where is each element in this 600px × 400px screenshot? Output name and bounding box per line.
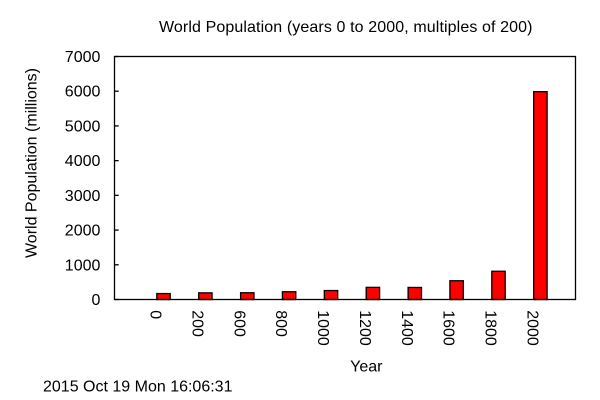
svg-text:1400: 1400 [398,310,415,346]
svg-text:4000: 4000 [65,153,101,170]
svg-text:200: 200 [189,310,206,337]
svg-text:800: 800 [272,310,289,337]
svg-text:1200: 1200 [356,310,373,346]
svg-text:6000: 6000 [65,84,101,101]
svg-text:7000: 7000 [65,49,101,66]
svg-text:2015 Oct 19 Mon 16:06:31: 2015 Oct 19 Mon 16:06:31 [43,378,233,395]
svg-text:5000: 5000 [65,118,101,135]
svg-text:World Population (years 0 to 2: World Population (years 0 to 2000, multi… [159,19,533,36]
svg-text:1600: 1600 [440,310,457,346]
svg-text:2000: 2000 [524,310,541,346]
svg-text:0: 0 [147,310,164,319]
svg-text:3000: 3000 [65,188,101,205]
svg-text:0: 0 [91,292,100,309]
svg-text:Year: Year [350,358,383,375]
svg-text:1800: 1800 [482,310,499,346]
svg-text:1000: 1000 [314,310,331,346]
svg-text:World Population (millions): World Population (millions) [23,68,40,258]
svg-text:1000: 1000 [65,257,101,274]
svg-text:2000: 2000 [65,223,101,240]
svg-text:600: 600 [230,310,247,337]
